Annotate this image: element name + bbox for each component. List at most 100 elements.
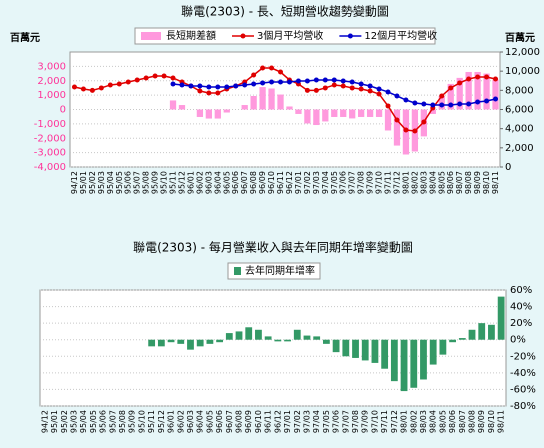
bar	[478, 323, 486, 340]
marker	[161, 73, 167, 79]
x-tick-label: 96/01	[186, 171, 195, 194]
bar	[447, 83, 454, 110]
x-tick-label: 96/10	[254, 410, 263, 433]
x-tick-label: 98/09	[473, 171, 482, 194]
bar	[304, 109, 311, 124]
x-tick-label: 97/12	[392, 171, 401, 194]
marker	[349, 85, 355, 91]
x-tick-label: 96/07	[240, 171, 249, 194]
marker	[313, 87, 319, 93]
x-tick-label: 95/04	[79, 410, 88, 433]
marker	[466, 76, 472, 82]
x-tick-label: 95/10	[137, 410, 146, 433]
y-tick-label: -4,000	[34, 162, 66, 173]
marker	[286, 79, 292, 85]
bar	[483, 73, 490, 110]
x-tick-label: 97/04	[321, 171, 330, 194]
x-tick-label: 95/05	[115, 171, 124, 194]
chart-title: 聯電(2303) - 長、短期營收趨勢變動圖	[181, 4, 389, 19]
x-tick-label: 98/06	[446, 171, 455, 194]
y2-tick-label: 8,000	[505, 85, 534, 96]
y-tick-label: -20%	[510, 351, 536, 362]
marker	[484, 98, 490, 104]
x-tick-label: 97/03	[302, 410, 311, 433]
x-tick-label: 97/02	[303, 171, 312, 194]
marker	[439, 93, 445, 99]
x-tick-label: 95/02	[60, 410, 69, 433]
bar	[274, 339, 282, 342]
x-tick-label: 98/03	[419, 410, 428, 433]
x-tick-label: 98/06	[448, 410, 457, 433]
bar	[465, 71, 472, 110]
x-tick-label: 96/06	[215, 410, 224, 433]
bar	[225, 333, 233, 340]
chart-title: 聯電(2303) - 每月營業收入與去年同期年增率變動圖	[133, 240, 413, 255]
x-tick-label: 96/10	[267, 171, 276, 194]
marker	[493, 96, 499, 102]
x-tick-label: 98/11	[497, 410, 506, 433]
x-tick-label: 96/12	[285, 171, 294, 194]
bar	[497, 296, 505, 340]
marker	[385, 103, 391, 109]
x-tick-label: 97/06	[339, 171, 348, 194]
bar	[216, 339, 224, 343]
y2-tick-label: 0	[505, 162, 511, 173]
x-tick-label: 95/07	[108, 410, 117, 433]
legend-marker	[240, 33, 246, 39]
bar	[458, 338, 466, 340]
x-tick-label: 94/12	[70, 171, 79, 194]
bar	[313, 109, 320, 126]
x-tick-label: 95/02	[88, 171, 97, 194]
marker	[125, 79, 131, 85]
marker	[278, 79, 284, 85]
x-tick-label: 96/03	[186, 410, 195, 433]
x-tick-label: 95/01	[50, 410, 59, 433]
marker	[403, 97, 409, 103]
bar	[196, 339, 204, 347]
x-tick-label: 96/01	[167, 410, 176, 433]
x-tick-label: 96/05	[205, 410, 214, 433]
x-tick-label: 96/03	[204, 171, 213, 194]
bar	[456, 77, 463, 110]
marker	[206, 84, 212, 90]
x-tick-label: 97/11	[384, 171, 393, 194]
x-tick-label: 97/05	[330, 171, 339, 194]
marker	[80, 86, 86, 92]
bar	[284, 339, 291, 342]
bar	[340, 109, 347, 117]
x-tick-label: 97/02	[293, 410, 302, 433]
marker	[304, 78, 310, 84]
x-tick-label: 94/12	[40, 410, 49, 433]
x-tick-label: 96/06	[231, 171, 240, 194]
x-tick-label: 97/04	[312, 410, 321, 433]
y2-tick-label: 6,000	[505, 105, 534, 116]
marker	[278, 69, 284, 75]
bar	[259, 87, 266, 110]
marker	[349, 79, 355, 85]
bar	[439, 339, 447, 355]
bar	[313, 336, 321, 340]
bar	[148, 339, 156, 347]
bar	[264, 336, 272, 340]
marker	[242, 82, 248, 88]
x-tick-label: 95/07	[133, 171, 142, 194]
x-tick-label: 98/01	[401, 171, 410, 194]
bar	[235, 331, 243, 340]
x-tick-label: 95/12	[177, 171, 186, 194]
marker	[412, 100, 418, 106]
x-tick-label: 98/09	[477, 410, 486, 433]
marker	[98, 85, 104, 91]
y2-tick-label: 2,000	[505, 143, 534, 154]
marker	[89, 87, 95, 93]
bar	[468, 329, 476, 340]
x-tick-label: 98/08	[468, 410, 477, 433]
bar	[393, 109, 401, 146]
y-axis-label: 百萬元	[10, 31, 40, 44]
bar	[429, 109, 436, 114]
marker	[170, 81, 176, 87]
legend-label: 長短期差額	[166, 29, 216, 42]
bar	[332, 339, 340, 353]
legend-swatch	[234, 267, 241, 275]
x-tick-label: 95/06	[124, 171, 133, 194]
